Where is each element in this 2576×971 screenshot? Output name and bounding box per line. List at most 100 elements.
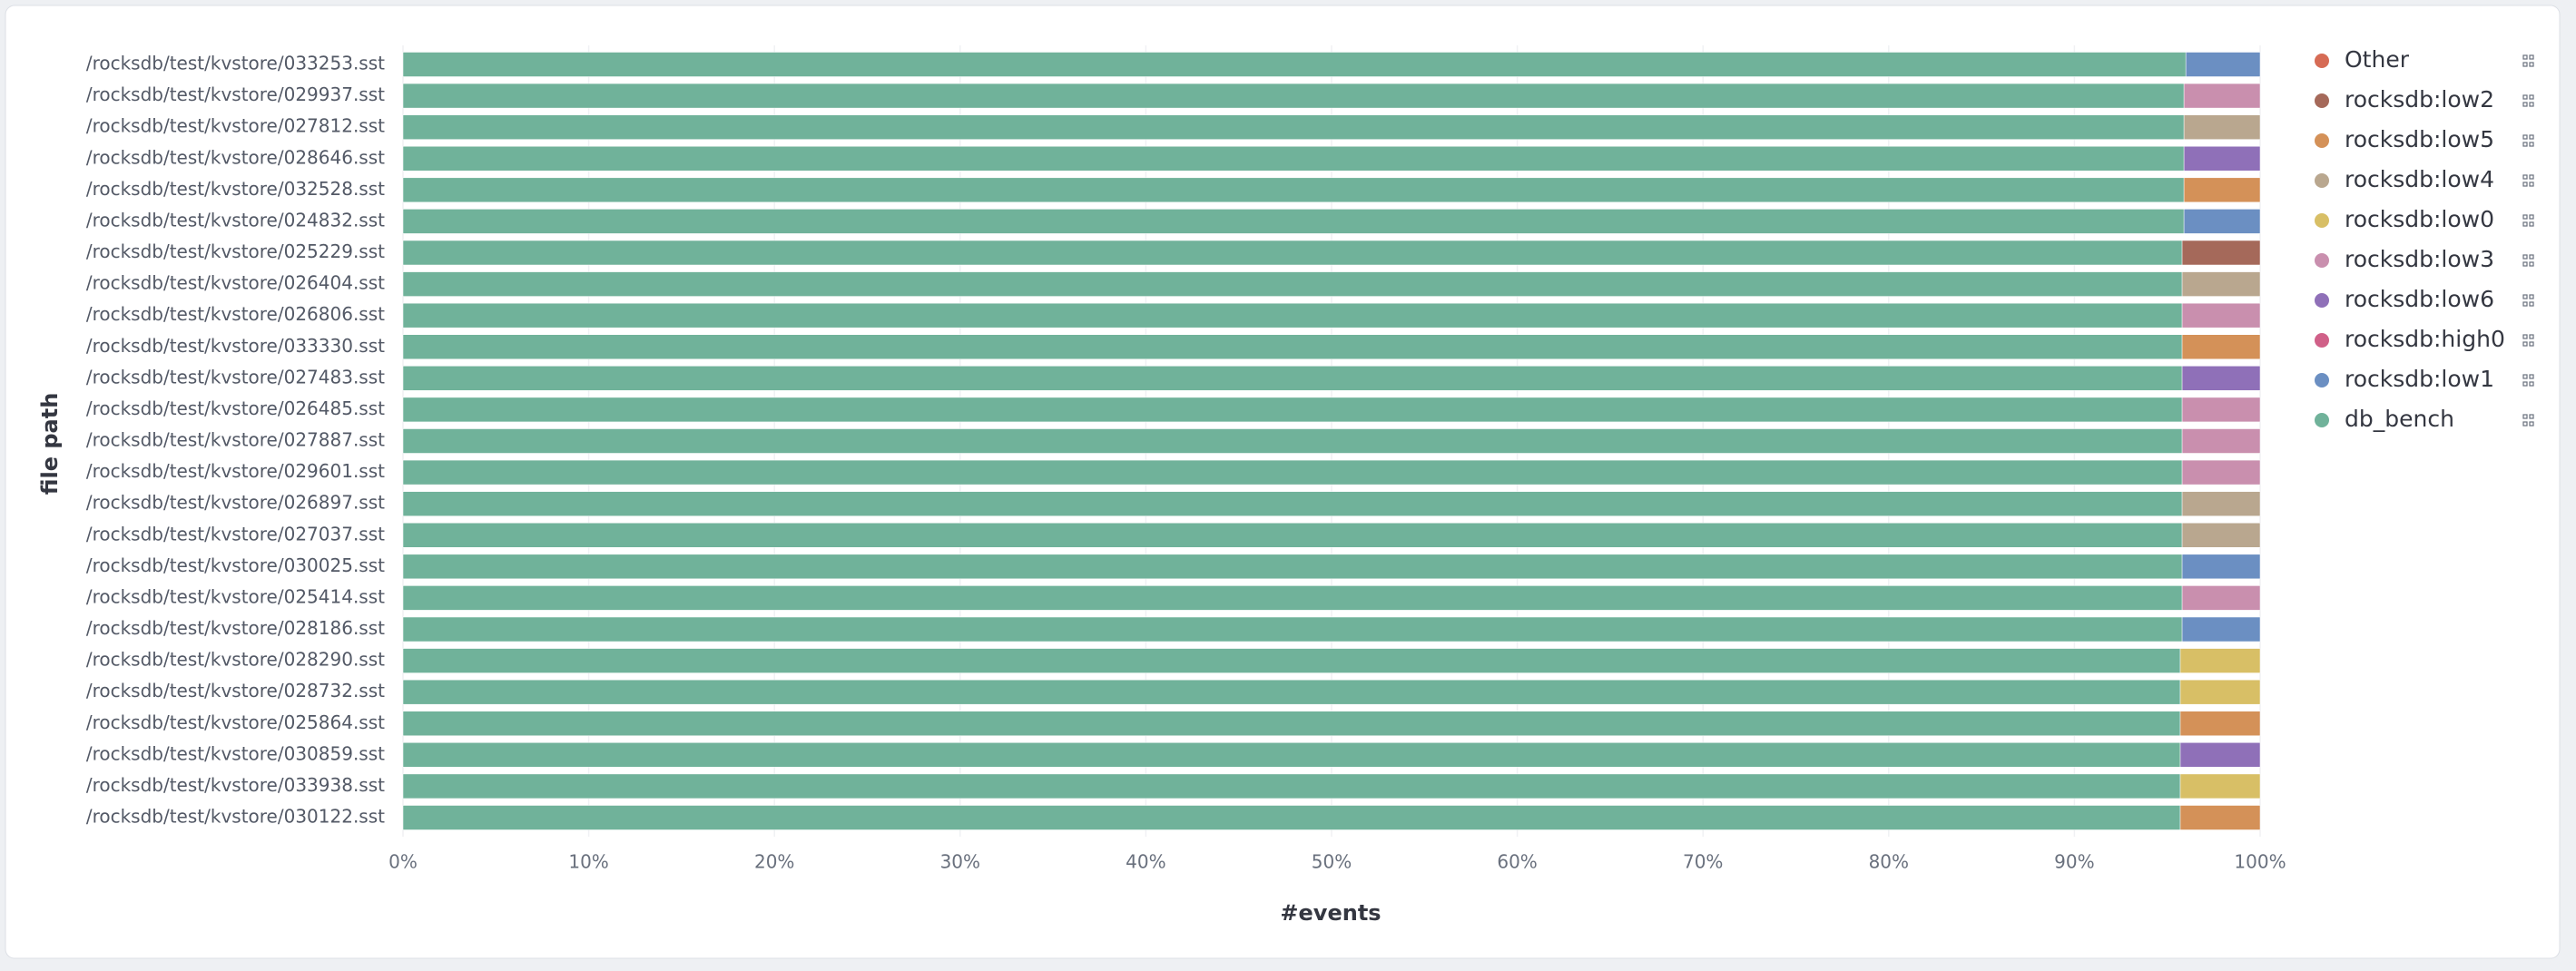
legend-label: rocksdb:high0 (2345, 326, 2505, 352)
x-tick-label: 90% (2054, 851, 2094, 873)
legend-action-icon (2522, 174, 2528, 180)
legend-action-icon (2529, 181, 2534, 187)
bar-segment (402, 585, 2183, 611)
y-tick-label: /rocksdb/test/kvstore/026806.sst (86, 303, 385, 325)
bar-segment (402, 428, 2183, 454)
x-tick-label: 20% (754, 851, 794, 873)
bar-segment (402, 114, 2185, 140)
bar-segment (2181, 585, 2261, 611)
y-tick-label: /rocksdb/test/kvstore/033330.sst (86, 335, 385, 357)
x-tick-label: 100% (2234, 851, 2286, 873)
y-tick-label: /rocksdb/test/kvstore/030859.sst (86, 742, 385, 764)
legend-action-icon (2522, 414, 2528, 419)
bar-segment (2183, 177, 2261, 203)
bar-segment (2181, 271, 2261, 297)
y-tick-label: /rocksdb/test/kvstore/026897.sst (86, 492, 385, 514)
bar-segment (2185, 52, 2261, 77)
y-tick-label: /rocksdb/test/kvstore/027887.sst (86, 429, 385, 451)
legend-action-icon (2522, 294, 2528, 299)
legend-swatch (2315, 93, 2329, 108)
bar-segment (2179, 679, 2261, 705)
bar-segment (2179, 648, 2261, 673)
legend-action-icon (2529, 142, 2534, 147)
legend-swatch (2315, 293, 2329, 308)
legend-swatch (2315, 333, 2329, 348)
y-tick-label: /rocksdb/test/kvstore/032528.sst (86, 178, 385, 200)
legend-action-icon (2529, 341, 2534, 347)
bar-segment (2179, 805, 2261, 830)
x-tick-label: 10% (568, 851, 608, 873)
y-tick-label: /rocksdb/test/kvstore/025414.sst (86, 585, 385, 607)
legend-swatch (2315, 413, 2329, 427)
bar-segment (402, 397, 2183, 423)
bar-segment (2181, 334, 2261, 359)
legend-action-icon (2522, 54, 2528, 60)
bar-segment (2181, 428, 2261, 454)
y-tick-label: /rocksdb/test/kvstore/027483.sst (86, 366, 385, 387)
legend-action-icon (2522, 374, 2528, 379)
bar-segment (402, 52, 2187, 77)
bar-segment (402, 146, 2185, 172)
legend-action-icon (2529, 214, 2534, 220)
bar-segment (402, 491, 2183, 516)
legend-action-icon (2529, 334, 2534, 339)
y-tick-label: /rocksdb/test/kvstore/026404.sst (86, 272, 385, 294)
x-tick-label: 30% (940, 851, 980, 873)
legend-action-icon (2522, 102, 2528, 107)
x-tick-label: 0% (388, 851, 418, 873)
y-tick-label: /rocksdb/test/kvstore/024832.sst (86, 209, 385, 230)
legend-action-icon (2529, 102, 2534, 107)
legend-label: rocksdb:low0 (2345, 206, 2494, 232)
legend-action-icon (2529, 374, 2534, 379)
legend-label: rocksdb:low3 (2345, 246, 2494, 272)
bar-segment (2181, 397, 2261, 423)
y-tick-label: /rocksdb/test/kvstore/033938.sst (86, 774, 385, 796)
bar-segment (402, 459, 2183, 486)
bar-segment (2181, 459, 2261, 486)
bar-segment (2181, 366, 2261, 391)
bar-segment (2179, 773, 2261, 799)
x-axis-title: #events (1280, 900, 1381, 926)
bar-segment (402, 240, 2183, 266)
legend-action-icon (2529, 54, 2534, 60)
legend-swatch (2315, 54, 2329, 68)
x-tick-label: 70% (1683, 851, 1723, 873)
legend-action-icon (2522, 254, 2528, 260)
legend-label: rocksdb:low1 (2345, 366, 2494, 392)
legend-label: rocksdb:low2 (2345, 86, 2494, 113)
legend-action-icon (2522, 261, 2528, 267)
bar-segment (402, 177, 2185, 203)
x-tick-label: 80% (1869, 851, 1909, 873)
x-tick-label: 50% (1312, 851, 1352, 873)
legend-action-icon (2522, 94, 2528, 100)
bar-segment (402, 711, 2181, 736)
bar-segment (2179, 742, 2261, 768)
legend-action-icon (2522, 134, 2528, 140)
legend-action-icon (2529, 94, 2534, 100)
bar-segment (2179, 711, 2261, 736)
legend-swatch (2315, 373, 2329, 387)
bar-segment (2181, 240, 2261, 266)
y-tick-label: /rocksdb/test/kvstore/028186.sst (86, 617, 385, 639)
legend-action-icon (2522, 62, 2528, 67)
legend-label: rocksdb:low5 (2345, 126, 2494, 152)
bar-segment (402, 554, 2183, 580)
bar-segment (402, 616, 2183, 642)
legend-action-icon (2522, 181, 2528, 187)
y-tick-label: /rocksdb/test/kvstore/025864.sst (86, 711, 385, 733)
legend-action-icon (2522, 341, 2528, 347)
y-axis-title: file path (37, 393, 63, 495)
bar-segment (2183, 209, 2261, 234)
legend-action-icon (2522, 381, 2528, 387)
legend-action-icon (2522, 334, 2528, 339)
y-tick-label: /rocksdb/test/kvstore/028290.sst (86, 649, 385, 671)
legend-action-icon (2529, 261, 2534, 267)
bar-segment (402, 302, 2183, 329)
bar-segment (402, 83, 2185, 109)
bar-segment (402, 334, 2183, 359)
bar-segment (2181, 302, 2261, 329)
bar-segment (402, 648, 2181, 673)
legend-label: db_bench (2345, 406, 2454, 432)
legend-swatch (2315, 173, 2329, 188)
bar-segment (2181, 554, 2261, 580)
